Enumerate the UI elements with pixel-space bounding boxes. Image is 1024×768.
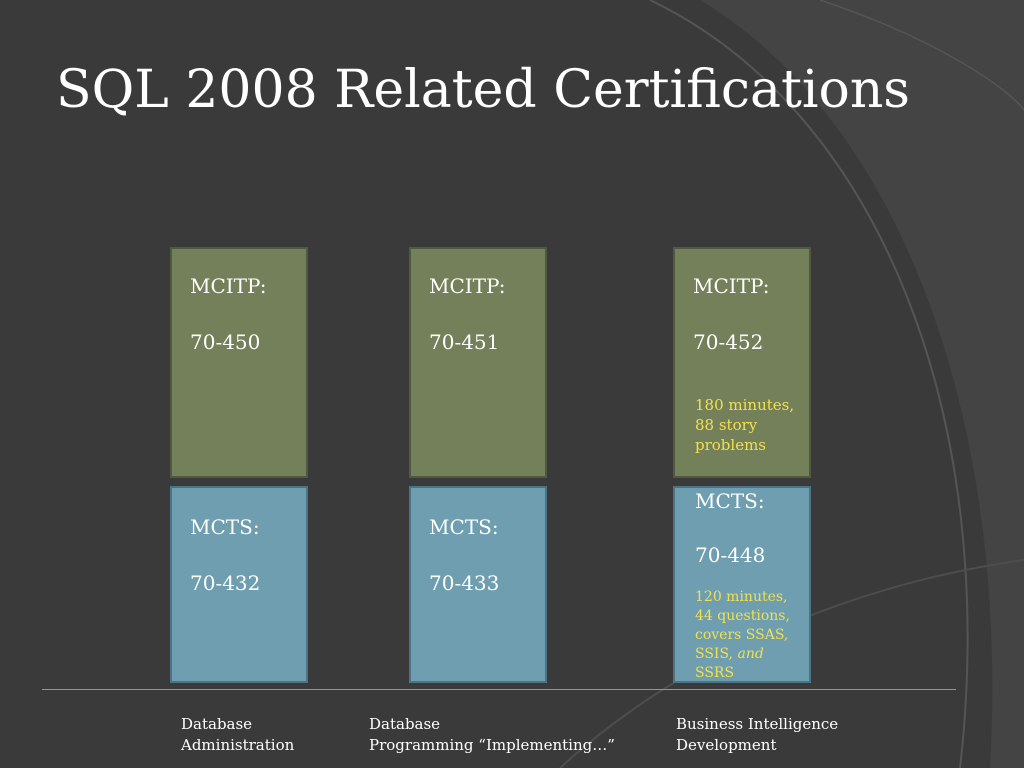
mcts-label: MCTS: — [190, 515, 260, 539]
mcts-exam-note: 120 minutes, 44 questions, covers SSAS, … — [695, 588, 790, 683]
note-line: 44 questions, — [695, 608, 790, 624]
note-line: SSRS — [695, 665, 735, 681]
background-arc-sweep — [700, 0, 1024, 768]
mcitp-label: MCITP: — [429, 274, 506, 298]
baseline-rule — [42, 689, 956, 690]
note-line: 180 minutes, — [695, 396, 795, 414]
mcts-exam-code: 70-433 — [429, 571, 500, 595]
mcitp-box-dev: MCITP: 70-451 — [409, 247, 547, 478]
mcts-exam-code: 70-448 — [695, 543, 766, 567]
caption-line: Database — [181, 715, 253, 733]
mcts-box-bi: MCTS: 70-448 120 minutes, 44 questions, … — [673, 486, 811, 683]
caption-line: Business Intelligence — [676, 715, 839, 733]
note-text: SSIS, — [695, 646, 734, 662]
mcts-label: MCTS: — [695, 489, 765, 513]
caption-line: Administration — [181, 736, 295, 754]
mcitp-exam-code: 70-450 — [190, 330, 261, 354]
mcitp-box-bi: MCITP: 70-452 180 minutes, 88 story prob… — [673, 247, 811, 478]
note-line: SSIS, and — [695, 645, 790, 664]
background-arc-line-1 — [649, 0, 969, 768]
mcts-exam-code: 70-432 — [190, 571, 261, 595]
note-line: covers SSAS, — [695, 627, 789, 643]
mcitp-box-dba: MCITP: 70-450 — [170, 247, 308, 478]
caption-bi: Business Intelligence Development — [676, 714, 838, 756]
mcts-box-dev: MCTS: 70-433 — [409, 486, 547, 683]
caption-dba: Database Administration — [181, 714, 294, 756]
note-line: problems — [695, 436, 767, 454]
slide-title: SQL 2008 Related Certifications — [56, 60, 910, 120]
caption-dev: Database Programming “Implementing…” — [369, 714, 615, 756]
mcitp-exam-note: 180 minutes, 88 story problems — [695, 395, 794, 455]
mcitp-label: MCITP: — [190, 274, 267, 298]
caption-line: Programming “Implementing…” — [369, 736, 615, 754]
mcitp-exam-code: 70-451 — [429, 330, 500, 354]
background-arc-line-3 — [819, 0, 1024, 111]
mcts-label: MCTS: — [429, 515, 499, 539]
caption-line: Database — [369, 715, 441, 733]
note-italic-text: and — [737, 646, 764, 662]
note-line: 88 story — [695, 416, 758, 434]
note-line: 120 minutes, — [695, 589, 788, 605]
caption-line: Development — [676, 736, 777, 754]
mcts-box-dba: MCTS: 70-432 — [170, 486, 308, 683]
mcitp-label: MCITP: — [693, 274, 770, 298]
mcitp-exam-code: 70-452 — [693, 330, 764, 354]
